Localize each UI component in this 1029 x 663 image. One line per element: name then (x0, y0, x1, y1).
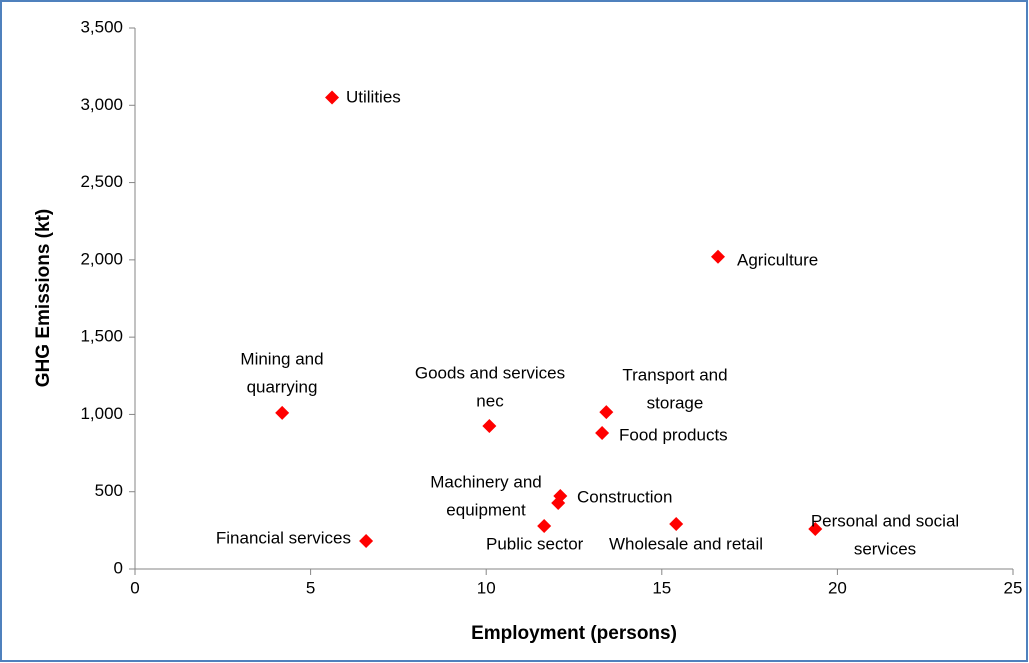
point-label: Food products (619, 425, 728, 444)
point-label: Machinery and (430, 472, 542, 491)
y-tick-label: 3,000 (80, 95, 123, 114)
point (359, 534, 374, 549)
point-label: nec (476, 391, 504, 410)
y-tick-label: 500 (95, 481, 123, 500)
point-label: storage (647, 393, 704, 412)
point (595, 425, 610, 440)
y-tick-label: 2,000 (80, 249, 123, 268)
point (551, 495, 566, 510)
y-tick-label: 1,000 (80, 404, 123, 423)
point-label: Public sector (486, 534, 584, 553)
point (710, 249, 725, 264)
point-label: Goods and services (415, 363, 565, 382)
point (808, 521, 823, 536)
y-axis-title: GHG Emissions (kt) (33, 209, 54, 387)
point (275, 405, 290, 420)
x-tick-label: 0 (130, 578, 139, 597)
point-label: Wholesale and retail (609, 534, 763, 553)
x-tick-label: 10 (477, 578, 496, 597)
x-tick-label: 15 (652, 578, 671, 597)
y-tick-label: 2,500 (80, 172, 123, 191)
y-tick-label: 3,500 (80, 17, 123, 36)
point-label: Construction (577, 487, 672, 506)
y-tick-label: 0 (114, 558, 123, 577)
x-axis-title: Employment (persons) (471, 623, 677, 644)
point-label: services (854, 539, 916, 558)
point (599, 405, 614, 420)
point-label: quarrying (247, 377, 318, 396)
point-label: Financial services (216, 528, 351, 547)
point-label: Transport and (622, 365, 727, 384)
x-tick-label: 25 (1004, 578, 1023, 597)
x-tick-label: 20 (828, 578, 847, 597)
point-label: Mining and (240, 349, 323, 368)
point (669, 517, 684, 532)
point-label: equipment (446, 500, 526, 519)
point-label: Agriculture (737, 250, 818, 269)
x-tick-label: 5 (306, 578, 315, 597)
y-tick-label: 1,500 (80, 327, 123, 346)
point (325, 90, 340, 105)
point (537, 519, 552, 534)
point-label: Utilities (346, 87, 401, 106)
point-label: Personal and social (811, 511, 959, 530)
point (482, 419, 497, 434)
